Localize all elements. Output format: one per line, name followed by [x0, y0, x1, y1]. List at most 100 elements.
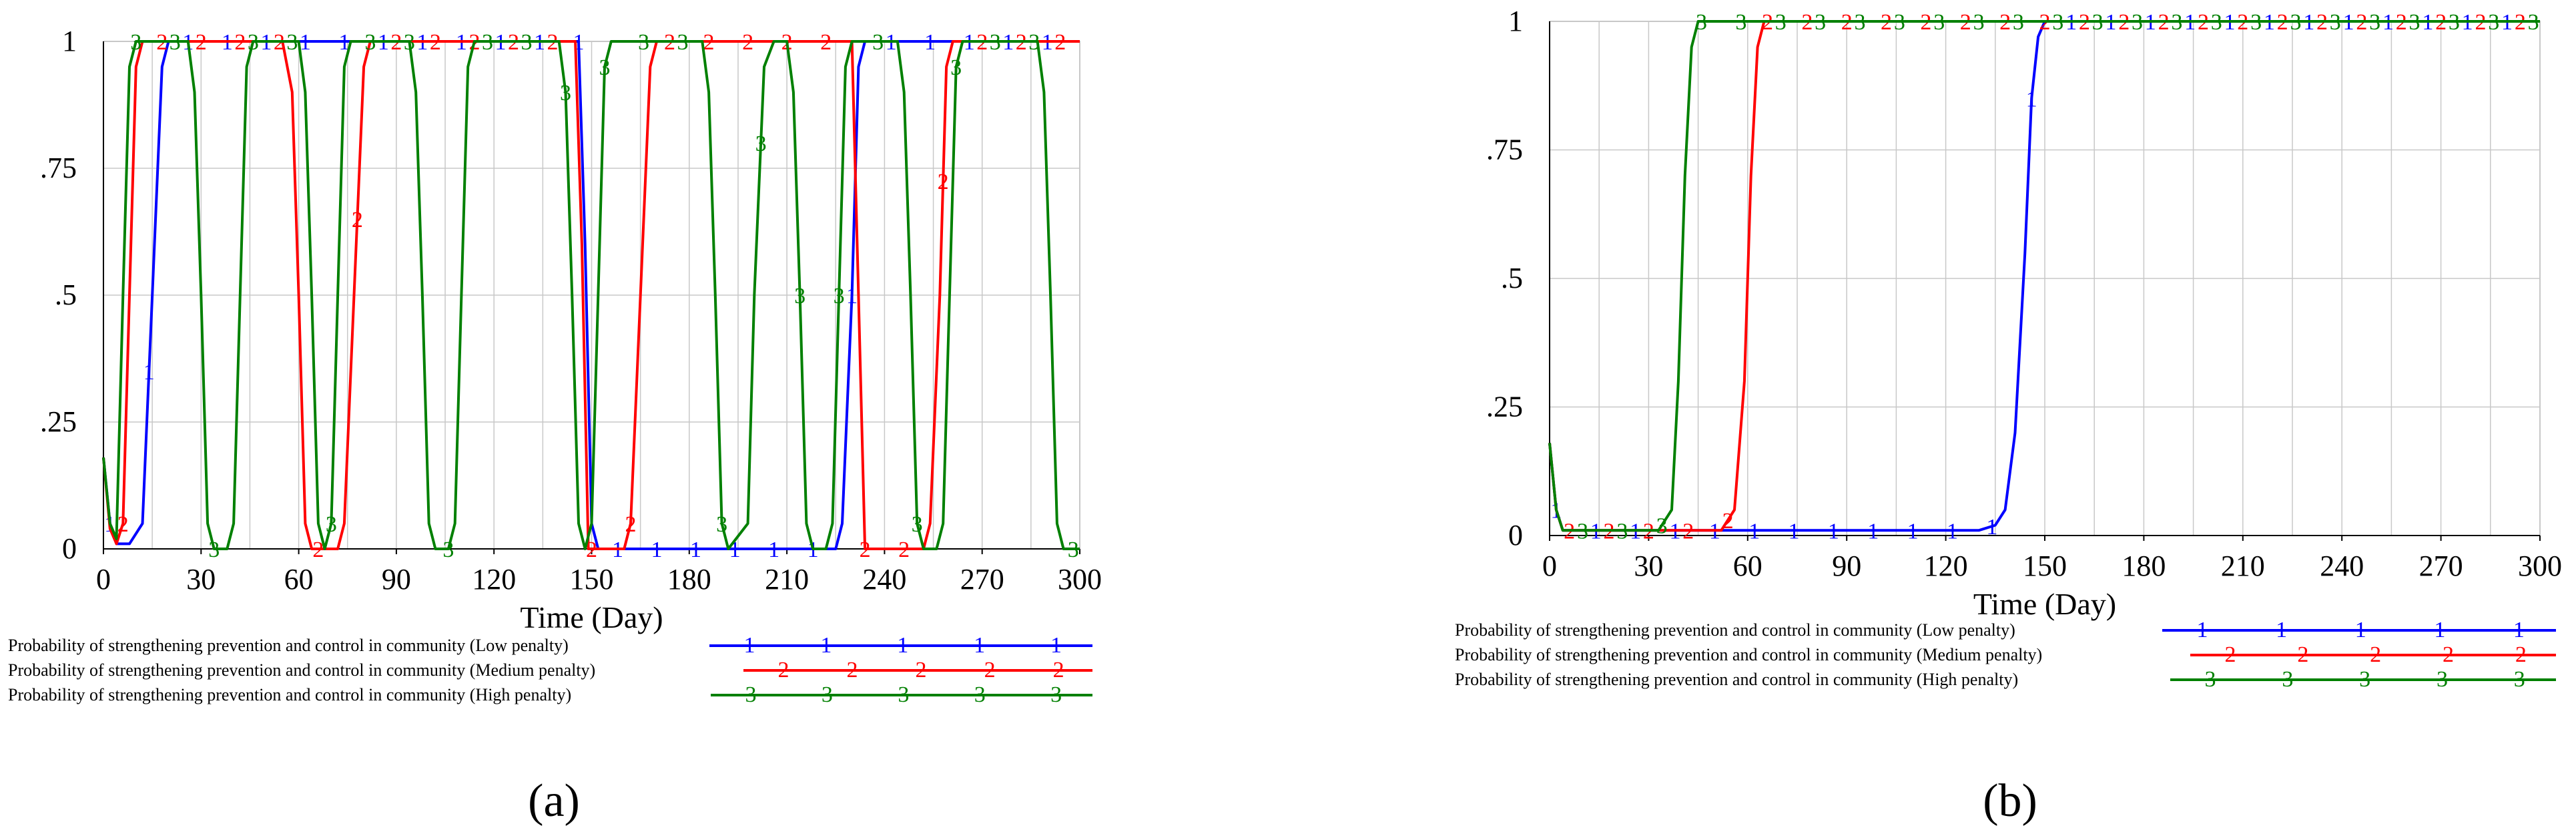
series-marker-1: 1 [1748, 519, 1760, 544]
y-tick-label: 0 [1508, 519, 1523, 552]
series-marker-3: 3 [326, 512, 337, 537]
x-tick-label: 60 [284, 563, 314, 596]
series-line-3 [102, 40, 1080, 550]
legend-label: Probability of strengthening prevention … [1455, 645, 2042, 664]
series-marker-2: 2 [1722, 509, 1734, 534]
series-marker-1: 1 [1907, 519, 1919, 544]
series-marker-3: 3 [1894, 10, 1905, 35]
series-marker-3: 3 [1068, 538, 1079, 562]
series-marker-2: 2 [430, 30, 441, 55]
series-marker-3: 3 [2290, 10, 2301, 35]
series-marker-3: 3 [1973, 10, 1985, 35]
y-tick-label: .75 [40, 152, 77, 184]
series-marker-2: 2 [898, 538, 910, 562]
series-marker-1: 1 [143, 360, 155, 385]
x-tick-label: 90 [1832, 550, 1861, 582]
x-tick-label: 30 [186, 563, 216, 596]
series-marker-3: 3 [130, 30, 141, 55]
legend-marker: 2 [916, 658, 927, 682]
legend-marker: 3 [2205, 667, 2216, 692]
chart-panel-a: 0 30 60 90 120 150 180 210 240 270 300 0 .25 .5 .75 1 Ti… [8, 25, 1102, 827]
legend-marker: 2 [984, 658, 996, 682]
legend-marker: 1 [2355, 618, 2366, 642]
series-marker-1: 1 [1789, 519, 1800, 544]
x-tick-label: 90 [382, 563, 411, 596]
series-marker-3: 3 [1616, 519, 1628, 544]
series-marker-3: 3 [2013, 10, 2024, 35]
x-tick-label: 120 [1924, 550, 1968, 582]
series-marker-3: 3 [2330, 10, 2341, 35]
series-marker-3: 3 [834, 284, 845, 308]
y-tick-label: .25 [40, 405, 77, 438]
legend-marker: 1 [744, 633, 755, 658]
legend-marker: 1 [2434, 618, 2445, 642]
series-marker-3: 3 [208, 538, 220, 562]
x-tick-label: 150 [570, 563, 614, 596]
series-marker-1: 1 [651, 538, 663, 562]
x-tick-label: 240 [862, 563, 906, 596]
series-marker-3: 3 [677, 30, 689, 55]
panel-label: (b) [1983, 775, 2037, 827]
legend-marker: 1 [2513, 618, 2525, 642]
series-marker-1: 1 [1947, 519, 1958, 544]
legend-marker: 1 [2276, 618, 2287, 642]
series-marker-2: 2 [820, 30, 832, 55]
series-marker-3: 3 [2211, 10, 2222, 35]
x-tick-label: 210 [2221, 550, 2265, 582]
series-marker-2: 2 [196, 30, 207, 55]
series-marker-3: 3 [1735, 10, 1746, 35]
x-tick-label: 0 [96, 563, 111, 596]
y-tick-label: .5 [1501, 262, 1523, 294]
y-tick-label: 0 [62, 532, 77, 565]
series-marker-3: 3 [2409, 10, 2421, 35]
series-marker-3: 3 [2250, 10, 2262, 35]
panel-label: (a) [528, 775, 580, 827]
legend-marker: 2 [2225, 642, 2236, 667]
series-marker-2: 2 [703, 30, 715, 55]
legend-marker: 3 [898, 682, 909, 707]
x-tick-label: 270 [960, 563, 1004, 596]
series-marker-3: 3 [2171, 10, 2182, 35]
series-marker-2: 2 [312, 538, 324, 562]
series-line-1 [102, 40, 1080, 550]
series-marker-2: 2 [625, 512, 637, 537]
series-marker-1: 1 [1828, 519, 1839, 544]
series-marker-3: 3 [442, 538, 454, 562]
x-tick-label: 300 [1058, 563, 1102, 596]
legend-marker: 3 [2359, 667, 2370, 692]
legend-label: Probability of strengthening prevention … [8, 660, 595, 680]
series-marker-1: 1 [300, 30, 311, 55]
legend-marker: 3 [2514, 667, 2525, 692]
legend-marker: 1 [897, 633, 908, 658]
series-marker-3: 3 [364, 30, 376, 55]
series-marker-3: 3 [1577, 519, 1588, 544]
legend-label: Probability of strengthening prevention … [8, 685, 571, 704]
series-marker-3: 3 [872, 30, 884, 55]
series-marker-3: 3 [794, 284, 806, 308]
y-tick-label: .25 [1486, 391, 1523, 423]
legend-marker: 2 [1053, 658, 1064, 682]
x-tick-label: 60 [1733, 550, 1762, 582]
chart-panel-b: 0 30 60 90 120 150 180 210 240 270 300 0 .25 .5 .75 1 Ti… [1455, 5, 2562, 827]
x-axis-label: Time (Day) [520, 600, 663, 634]
legend-marker: 1 [1050, 633, 1062, 658]
x-tick-label: 180 [667, 563, 711, 596]
series-marker-3: 3 [248, 30, 259, 55]
series-marker-2: 2 [860, 538, 871, 562]
series-marker-3: 3 [716, 512, 727, 537]
series-marker-1: 1 [1986, 515, 1997, 540]
y-tick-label: .5 [55, 278, 77, 311]
series-marker-1: 1 [924, 30, 936, 55]
legend-marker: 1 [974, 633, 985, 658]
x-tick-label: 210 [765, 563, 809, 596]
series-marker-3: 3 [990, 30, 1001, 55]
series-marker-3: 3 [482, 30, 493, 55]
x-tick-label: 0 [1542, 550, 1557, 582]
x-tick-label: 30 [1634, 550, 1663, 582]
series-marker-3: 3 [912, 512, 923, 537]
series-marker-3: 3 [2488, 10, 2499, 35]
series-marker-2: 2 [1054, 30, 1066, 55]
series-marker-3: 3 [755, 132, 767, 156]
y-tick-label: 1 [62, 25, 77, 57]
x-tick-label: 300 [2518, 550, 2562, 582]
